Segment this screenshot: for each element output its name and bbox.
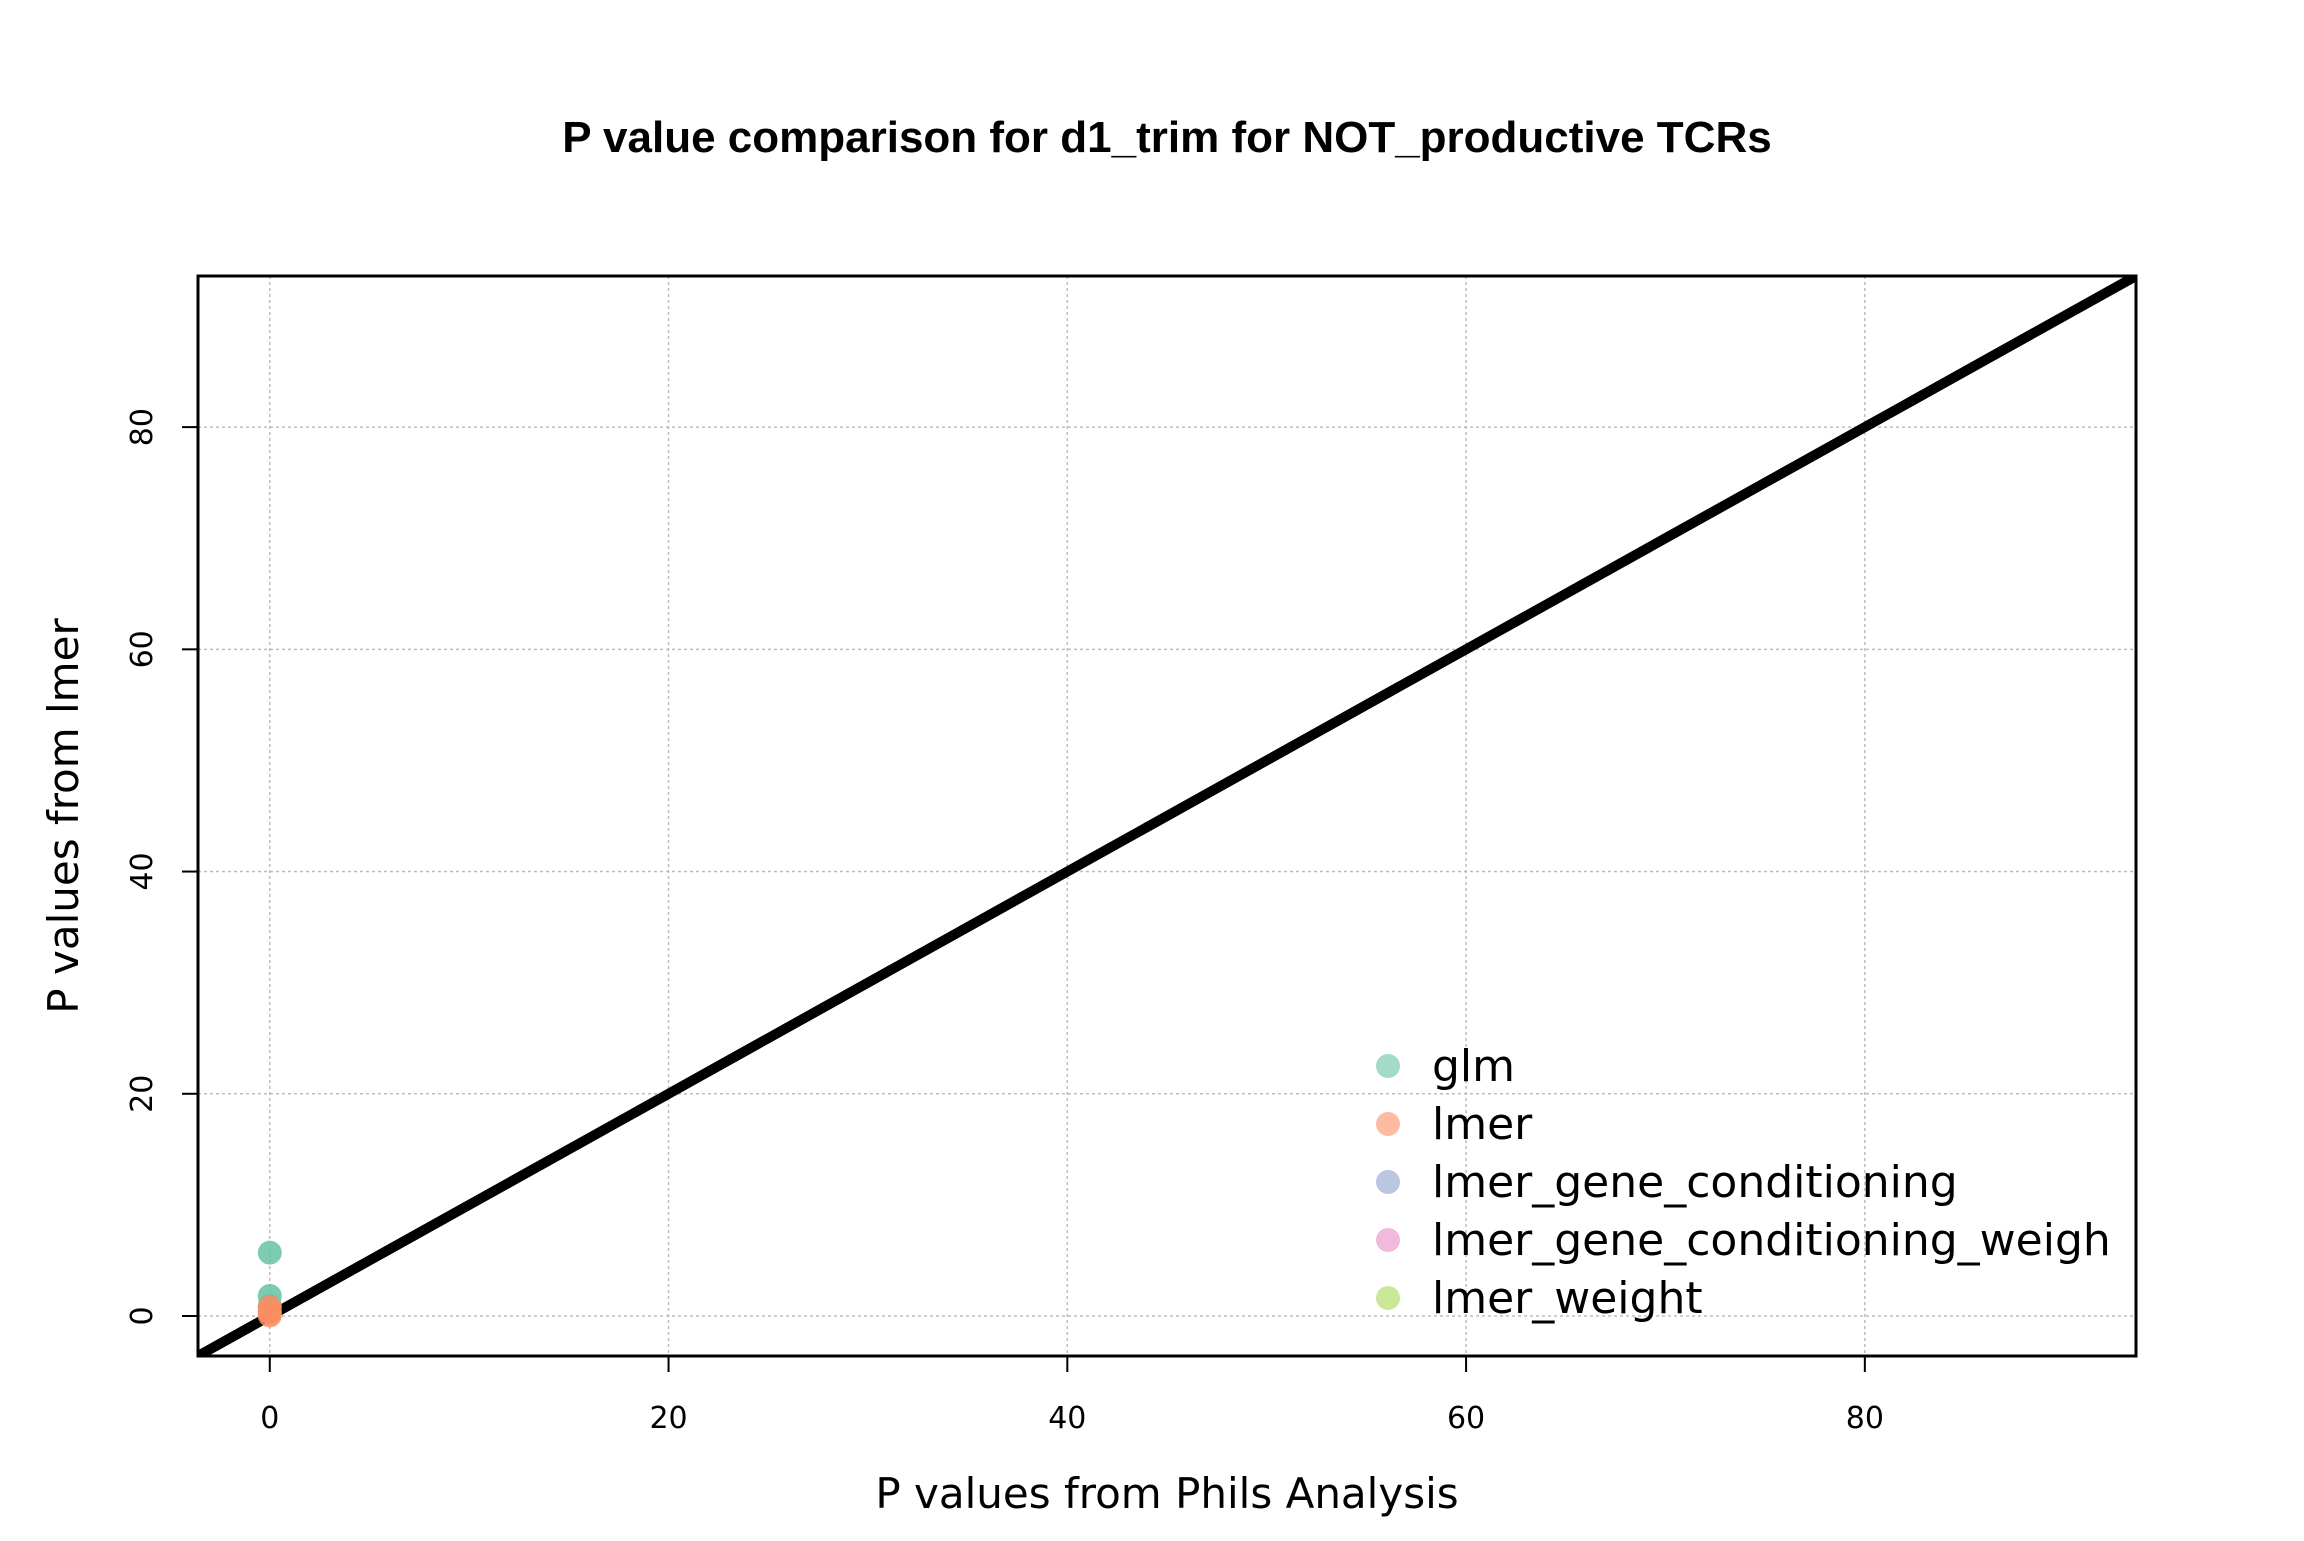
chart-title: P value comparison for d1_trim for NOT_p… [562, 113, 1771, 162]
legend: glm lmer lmer_gene_conditioning lmer_gene_c… [1376, 1041, 2111, 1324]
x-axis-label: P values from Phils Analysis [875, 1469, 1458, 1518]
x-tick-label: 40 [1048, 1401, 1086, 1436]
legend-swatch [1376, 1286, 1400, 1310]
x-tick-label: 60 [1447, 1401, 1485, 1436]
legend-item: lmer_gene_conditioning [1376, 1157, 1958, 1208]
y-tick-label: 20 [125, 1075, 160, 1113]
legend-swatch [1376, 1112, 1400, 1136]
y-tick-label: 60 [125, 630, 160, 668]
legend-swatch [1376, 1054, 1400, 1078]
legend-label: lmer_weight [1432, 1273, 1703, 1324]
y-axis-label: P values from lmer [39, 618, 88, 1014]
legend-label: lmer_gene_conditioning [1432, 1157, 1958, 1208]
grid-layer [198, 276, 2136, 1356]
legend-label: lmer_gene_conditioning_weigh [1432, 1215, 2111, 1266]
x-tick-label: 20 [649, 1401, 687, 1436]
legend-label: lmer [1432, 1099, 1533, 1150]
reference-line-layer [198, 276, 2136, 1356]
legend-item: lmer [1376, 1099, 1533, 1150]
point-lmer [257, 1303, 282, 1328]
y-tick-label: 0 [125, 1306, 160, 1325]
y-tick-label: 80 [125, 408, 160, 446]
x-tick-label: 80 [1846, 1401, 1884, 1436]
legend-swatch [1376, 1228, 1400, 1252]
legend-item: lmer_weight [1376, 1273, 1703, 1324]
x-axis: 0 20 40 60 80 [260, 1356, 1884, 1436]
points-layer [257, 1240, 282, 1328]
y-tick-label: 40 [125, 852, 160, 890]
point-glm [257, 1240, 282, 1265]
legend-item: lmer_gene_conditioning_weigh [1376, 1215, 2111, 1266]
y-axis: 0 20 40 60 80 [125, 408, 198, 1326]
legend-swatch [1376, 1170, 1400, 1194]
reference-line [198, 276, 2136, 1356]
plot-frame [196, 274, 2138, 1358]
legend-label: glm [1432, 1041, 1515, 1092]
legend-item: glm [1376, 1041, 1515, 1092]
x-tick-label: 0 [260, 1401, 279, 1436]
